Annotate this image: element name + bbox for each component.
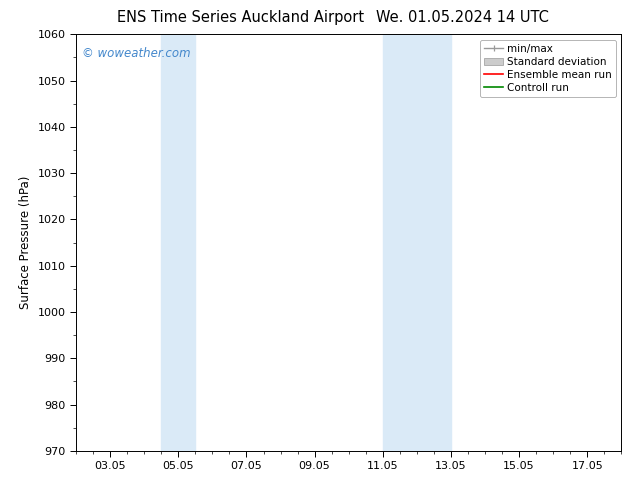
Legend: min/max, Standard deviation, Ensemble mean run, Controll run: min/max, Standard deviation, Ensemble me…: [480, 40, 616, 97]
Text: We. 01.05.2024 14 UTC: We. 01.05.2024 14 UTC: [377, 10, 549, 25]
Y-axis label: Surface Pressure (hPa): Surface Pressure (hPa): [19, 176, 32, 309]
Bar: [383, 34, 451, 451]
Bar: [161, 34, 195, 451]
Text: © woweather.com: © woweather.com: [82, 47, 190, 60]
Text: ENS Time Series Auckland Airport: ENS Time Series Auckland Airport: [117, 10, 365, 25]
